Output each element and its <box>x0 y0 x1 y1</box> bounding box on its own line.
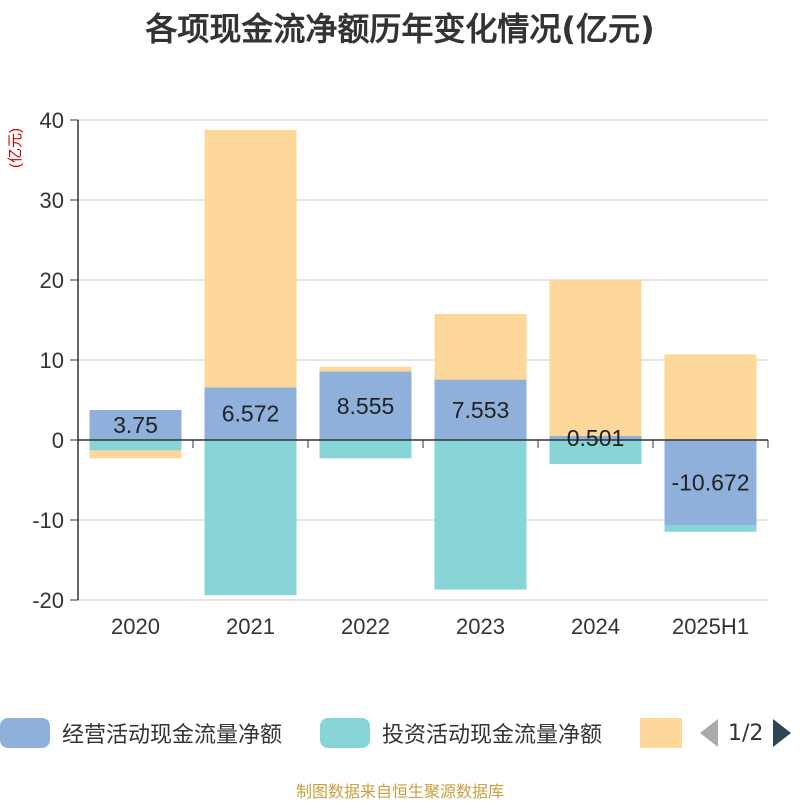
bar-segment <box>319 371 412 440</box>
x-tick-label: 2021 <box>226 614 275 639</box>
legend-item-investing[interactable]: 投资活动现金流量净额 <box>320 718 602 748</box>
bar-segment <box>549 435 642 440</box>
y-tick-label: 10 <box>40 348 64 373</box>
legend-pager: 1/2 <box>700 718 792 748</box>
data-label: 0.501 <box>567 425 625 451</box>
x-tick-label: 2022 <box>341 614 390 639</box>
x-tick-label: 2024 <box>571 614 620 639</box>
bar-segment <box>319 366 412 372</box>
bar-segment <box>434 440 527 590</box>
bar-segment <box>204 387 297 440</box>
data-label: 6.572 <box>222 401 280 427</box>
bar-segment <box>204 440 297 596</box>
legend-item-financing[interactable] <box>640 718 682 748</box>
bar-segment <box>664 354 757 440</box>
data-label: 3.75 <box>113 412 158 438</box>
data-labels: 3.75 6.572 8.555 7.553 0.501 -10.672 <box>113 393 749 496</box>
legend-prev-icon[interactable] <box>700 719 718 747</box>
bar-segment <box>89 450 182 459</box>
chart-title: 各项现金流净额历年变化情况(亿元) <box>145 10 655 48</box>
bars <box>89 129 757 596</box>
bar-segment <box>664 525 757 532</box>
bar-chart: -20 -10 0 10 20 30 40 2020 2021 2022 2023 2024 2025H… <box>7 108 769 639</box>
bar-segment <box>664 440 757 526</box>
legend-page-indicator: 1/2 <box>728 720 764 746</box>
bar-segment <box>89 440 182 451</box>
bar-segment <box>434 313 527 380</box>
legend-swatch-financing <box>640 718 682 748</box>
y-axis-label: (亿元) <box>7 128 24 168</box>
y-tick-label: -10 <box>32 508 64 533</box>
legend: 经营活动现金流量净额 投资活动现金流量净额 1/2 <box>0 712 800 752</box>
bar-segment <box>434 379 527 440</box>
y-tick-label: 30 <box>40 188 64 213</box>
data-source-note: 制图数据来自恒生聚源数据库 <box>295 782 504 801</box>
legend-label-operating: 经营活动现金流量净额 <box>62 723 283 748</box>
y-tick-label: 0 <box>52 428 64 453</box>
bar-segment <box>319 440 412 459</box>
x-tick-label: 2020 <box>111 614 160 639</box>
legend-label-investing: 投资活动现金流量净额 <box>382 723 603 748</box>
legend-swatch-investing <box>320 718 370 748</box>
axes: -20 -10 0 10 20 30 40 2020 2021 2022 2023 2024 2025H… <box>32 108 769 639</box>
data-label: 7.553 <box>452 397 510 423</box>
legend-next-icon[interactable] <box>773 719 792 747</box>
legend-item-operating[interactable]: 经营活动现金流量净额 <box>0 718 282 748</box>
data-label: -10.672 <box>671 470 749 496</box>
legend-swatch-operating <box>0 718 50 748</box>
bar-segment <box>549 279 642 436</box>
bar-segment <box>89 410 182 440</box>
bar-segment <box>549 440 642 464</box>
y-tick-label: 40 <box>40 108 64 133</box>
bar-segment <box>204 129 297 388</box>
y-tick-label: 20 <box>40 268 64 293</box>
data-label: 8.555 <box>337 393 395 419</box>
x-tick-label: 2023 <box>456 614 505 639</box>
x-tick-label: 2025H1 <box>672 614 749 639</box>
y-tick-label: -20 <box>32 588 64 613</box>
